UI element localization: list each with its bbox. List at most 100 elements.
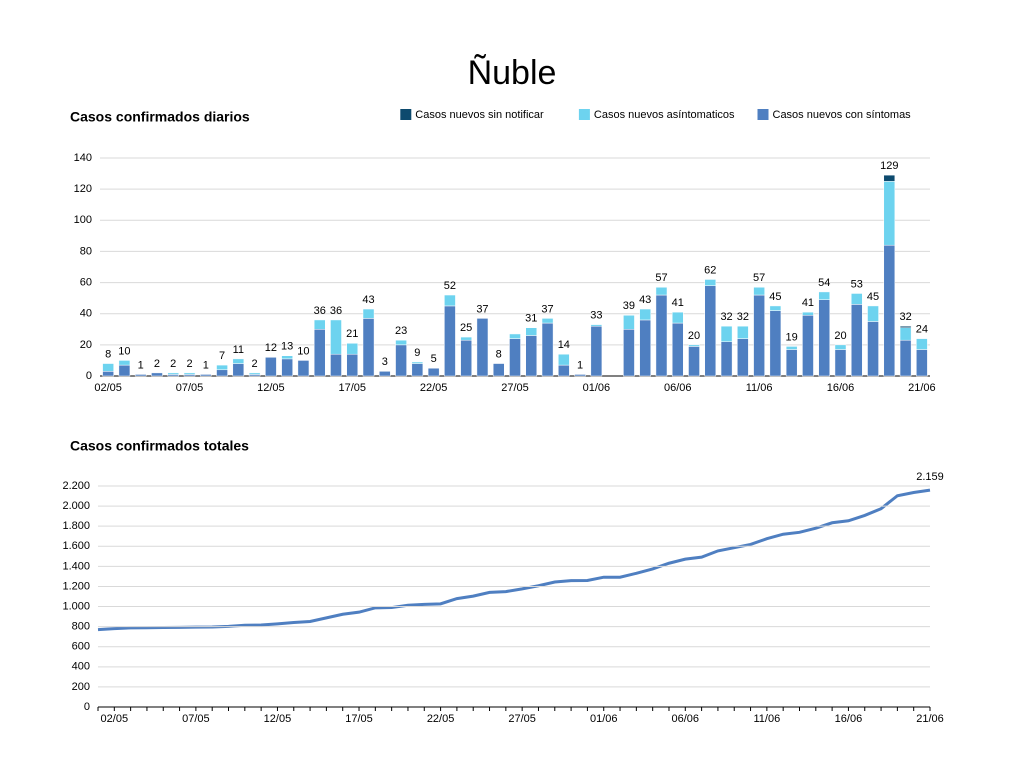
- y-tick-label: 1.000: [62, 600, 90, 612]
- bar-segment: [346, 353, 359, 377]
- y-tick-label: 200: [72, 681, 90, 693]
- bar-segment: [265, 357, 277, 377]
- data-label: 33: [590, 310, 602, 322]
- data-label: 24: [916, 324, 928, 336]
- bar-segment: [167, 372, 180, 375]
- data-label: 45: [867, 291, 879, 303]
- bar-segment: [460, 336, 472, 341]
- x-tick-label: 02/05: [101, 713, 129, 725]
- bar-segment: [509, 333, 521, 339]
- bar-segment: [330, 319, 342, 355]
- bar-segment: [720, 341, 733, 377]
- bar-segment: [867, 321, 879, 377]
- bar-segment: [737, 325, 749, 339]
- bar-segment: [671, 311, 684, 324]
- data-label: 53: [851, 278, 863, 290]
- bar-segment: [802, 315, 814, 377]
- bar-segment: [867, 305, 879, 322]
- bar-segment: [362, 308, 375, 319]
- y-tick-label: 1.200: [62, 580, 90, 592]
- bar-segment: [541, 318, 554, 324]
- bar-segment: [850, 304, 863, 377]
- bar-segment: [590, 324, 603, 327]
- bar-segment: [639, 308, 651, 321]
- data-label: 62: [704, 264, 716, 276]
- y-tick-label: 800: [72, 621, 90, 633]
- chart-title: Casos confirmados diarios: [70, 109, 250, 125]
- x-tick-label: 17/05: [338, 382, 366, 394]
- bar-segment: [232, 363, 245, 377]
- bar-segment: [476, 318, 489, 377]
- data-label: 32: [737, 311, 749, 323]
- bar-segment: [313, 329, 326, 377]
- bar-segment: [818, 299, 830, 377]
- bar-segment: [574, 374, 586, 377]
- bar-segment: [460, 339, 472, 377]
- data-label: 12: [265, 342, 277, 354]
- y-tick-label: 40: [80, 308, 92, 320]
- bar-segment: [492, 363, 505, 377]
- x-tick-label: 01/06: [590, 713, 618, 725]
- data-label: 1: [138, 359, 144, 371]
- y-tick-label: 20: [80, 339, 92, 351]
- x-tick-label: 02/05: [94, 382, 122, 394]
- data-label: 9: [414, 347, 420, 359]
- y-tick-label: 60: [80, 276, 92, 288]
- bar-segment: [134, 374, 147, 377]
- bar-segment: [590, 325, 603, 377]
- data-label: 1: [203, 359, 209, 371]
- x-tick-label: 06/06: [664, 382, 692, 394]
- x-tick-label: 11/06: [746, 382, 773, 394]
- y-tick-label: 80: [80, 245, 92, 257]
- data-label: 43: [362, 294, 374, 306]
- x-tick-label: 22/05: [420, 382, 448, 394]
- bar-segment: [883, 244, 896, 377]
- bar-segment: [899, 325, 912, 328]
- x-tick-label: 22/05: [427, 713, 455, 725]
- data-label: 11: [233, 344, 244, 356]
- bar-segment: [769, 305, 782, 311]
- bar-segment: [118, 360, 131, 366]
- x-tick-label: 16/06: [827, 382, 855, 394]
- bar-segment: [200, 374, 212, 377]
- data-label: 36: [314, 305, 326, 317]
- data-label: 43: [639, 294, 651, 306]
- x-tick-label: 21/06: [916, 713, 944, 725]
- bar-segment: [802, 311, 814, 316]
- x-tick-label: 17/05: [345, 713, 373, 725]
- y-tick-label: 600: [72, 641, 90, 653]
- data-label: 31: [525, 313, 537, 325]
- bar-segment: [850, 293, 863, 305]
- x-tick-label: 11/06: [754, 713, 781, 725]
- data-label: 129: [880, 160, 898, 172]
- bar-segment: [444, 305, 456, 377]
- bar-segment: [346, 343, 359, 355]
- bar-segment: [411, 361, 424, 364]
- bar-segment: [118, 364, 131, 377]
- bar-segment: [313, 319, 326, 330]
- y-tick-label: 2.000: [62, 500, 90, 512]
- data-label: 14: [558, 339, 570, 351]
- data-label: 2.159: [916, 471, 944, 483]
- data-label: 7: [219, 350, 225, 362]
- bar-segment: [704, 285, 717, 377]
- y-tick-label: 0: [86, 370, 92, 382]
- bar-segment: [753, 294, 765, 377]
- data-label: 36: [330, 305, 342, 317]
- bar-segment: [818, 291, 830, 300]
- bar-segment: [671, 322, 684, 377]
- y-tick-label: 100: [74, 214, 92, 226]
- data-label: 41: [802, 297, 814, 309]
- y-tick-label: 140: [74, 152, 92, 164]
- line: [97, 488, 931, 632]
- data-label: 10: [118, 345, 130, 357]
- x-tick-label: 27/05: [508, 713, 536, 725]
- bar-segment: [785, 346, 798, 350]
- data-label: 20: [688, 330, 700, 342]
- x-tick-label: 21/06: [908, 382, 936, 394]
- bar-segment: [916, 338, 928, 350]
- bar-segment: [411, 363, 424, 377]
- bar-segment: [655, 294, 668, 377]
- bar-segment: [281, 355, 293, 360]
